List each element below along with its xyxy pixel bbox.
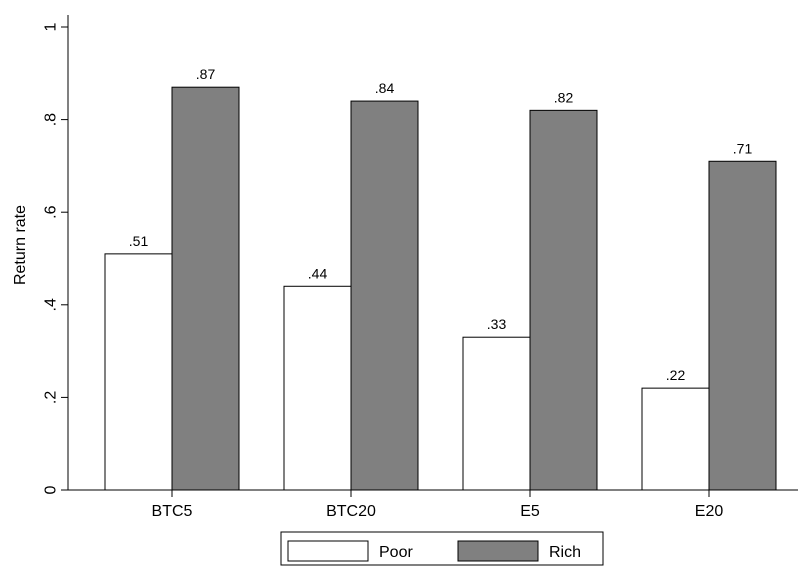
legend-swatch-poor	[287, 540, 369, 562]
x-axis: BTC5 BTC20 E5 E20	[68, 489, 798, 520]
data-label: .51	[129, 233, 149, 249]
y-tick-label: .6	[43, 205, 60, 218]
legend-label-rich: Rich	[549, 544, 581, 561]
x-tick-label: E5	[520, 503, 540, 520]
data-label: .22	[666, 367, 686, 383]
x-tick-label: BTC5	[152, 503, 193, 520]
bar-poor-e5	[462, 336, 531, 491]
data-labels: .51 .87 .44 .84 .33 .82 .22 .71	[129, 66, 753, 383]
bar-poor-btc20	[283, 285, 352, 491]
legend-label-poor: Poor	[379, 544, 413, 561]
data-label: .84	[375, 80, 395, 96]
y-tick-label: .2	[43, 391, 60, 404]
bar-rich-btc20	[350, 100, 419, 491]
y-tick-label: .8	[43, 113, 60, 126]
bars	[104, 86, 777, 491]
y-axis: 0 .2 .4 .6 .8 1	[43, 15, 69, 494]
y-tick-label: 1	[43, 22, 60, 31]
data-label: .33	[487, 316, 507, 332]
legend-swatch-rich	[457, 540, 539, 562]
x-tick-label: BTC20	[326, 503, 376, 520]
data-label: .82	[554, 89, 574, 105]
data-label: .87	[196, 66, 216, 82]
bar-poor-btc5	[104, 253, 173, 491]
bar-rich-e20	[708, 160, 777, 491]
bar-rich-btc5	[171, 86, 240, 491]
bar-poor-e20	[641, 387, 710, 491]
y-tick-label: .4	[43, 298, 60, 311]
y-tick-label: 0	[43, 485, 60, 494]
y-axis-title: Return rate	[12, 205, 29, 285]
legend: Poor Rich	[280, 531, 604, 566]
x-tick-label: E20	[695, 503, 724, 520]
data-label: .44	[308, 265, 328, 281]
data-label: .71	[733, 140, 753, 156]
bar-rich-e5	[529, 109, 598, 491]
